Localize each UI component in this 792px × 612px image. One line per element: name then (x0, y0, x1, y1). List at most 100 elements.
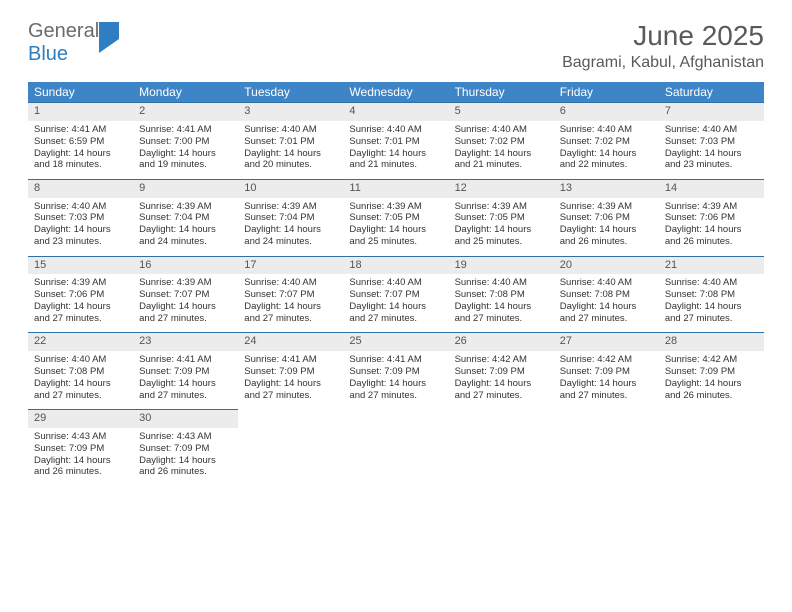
calendar-day-cell: 3Sunrise: 4:40 AMSunset: 7:01 PMDaylight… (238, 102, 343, 179)
calendar-week-row: 8Sunrise: 4:40 AMSunset: 7:03 PMDaylight… (28, 179, 764, 256)
daylight-line: Daylight: 14 hours (665, 148, 758, 160)
sunset-line: Sunset: 7:07 PM (244, 289, 337, 301)
calendar-day-cell: 5Sunrise: 4:40 AMSunset: 7:02 PMDaylight… (449, 102, 554, 179)
calendar-day-cell: 12Sunrise: 4:39 AMSunset: 7:05 PMDayligh… (449, 179, 554, 256)
calendar-day-cell: 9Sunrise: 4:39 AMSunset: 7:04 PMDaylight… (133, 179, 238, 256)
daylight-line: Daylight: 14 hours (139, 378, 232, 390)
day-number: 27 (554, 332, 659, 351)
day-body: Sunrise: 4:41 AMSunset: 7:09 PMDaylight:… (133, 351, 238, 409)
logo: General Blue (28, 20, 119, 66)
calendar-week-row: 1Sunrise: 4:41 AMSunset: 6:59 PMDaylight… (28, 102, 764, 179)
weekday-header: Sunday (28, 82, 133, 102)
daylight-line: Daylight: 14 hours (560, 301, 653, 313)
daylight-line: and 27 minutes. (560, 390, 653, 402)
sunrise-line: Sunrise: 4:40 AM (34, 201, 127, 213)
daylight-line: Daylight: 14 hours (244, 301, 337, 313)
daylight-line: and 27 minutes. (244, 390, 337, 402)
calendar-day-cell: 21Sunrise: 4:40 AMSunset: 7:08 PMDayligh… (659, 256, 764, 333)
weekday-header-row: Sunday Monday Tuesday Wednesday Thursday… (28, 82, 764, 102)
daylight-line: Daylight: 14 hours (139, 224, 232, 236)
daylight-line: Daylight: 14 hours (665, 301, 758, 313)
day-body: Sunrise: 4:39 AMSunset: 7:04 PMDaylight:… (133, 198, 238, 256)
daylight-line: Daylight: 14 hours (34, 301, 127, 313)
daylight-line: Daylight: 14 hours (455, 301, 548, 313)
daylight-line: Daylight: 14 hours (560, 224, 653, 236)
calendar-day-cell: 22Sunrise: 4:40 AMSunset: 7:08 PMDayligh… (28, 332, 133, 409)
day-number: 5 (449, 102, 554, 121)
daylight-line: Daylight: 14 hours (455, 148, 548, 160)
calendar-day-cell: 15Sunrise: 4:39 AMSunset: 7:06 PMDayligh… (28, 256, 133, 333)
sunset-line: Sunset: 7:09 PM (455, 366, 548, 378)
sunrise-line: Sunrise: 4:40 AM (244, 124, 337, 136)
day-number: 11 (343, 179, 448, 198)
sunset-line: Sunset: 7:03 PM (34, 212, 127, 224)
day-body: Sunrise: 4:40 AMSunset: 7:08 PMDaylight:… (449, 274, 554, 332)
day-body: Sunrise: 4:40 AMSunset: 7:03 PMDaylight:… (28, 198, 133, 256)
daylight-line: Daylight: 14 hours (34, 455, 127, 467)
sunrise-line: Sunrise: 4:40 AM (349, 124, 442, 136)
sunrise-line: Sunrise: 4:41 AM (244, 354, 337, 366)
sunrise-line: Sunrise: 4:41 AM (34, 124, 127, 136)
daylight-line: Daylight: 14 hours (560, 148, 653, 160)
header: General Blue June 2025 Bagrami, Kabul, A… (28, 20, 764, 72)
logo-text: General Blue (28, 20, 119, 66)
daylight-line: Daylight: 14 hours (34, 148, 127, 160)
daylight-line: Daylight: 14 hours (244, 224, 337, 236)
sunset-line: Sunset: 7:08 PM (455, 289, 548, 301)
sunrise-line: Sunrise: 4:39 AM (349, 201, 442, 213)
sunset-line: Sunset: 7:06 PM (34, 289, 127, 301)
sunrise-line: Sunrise: 4:40 AM (665, 124, 758, 136)
calendar-day-cell: 24Sunrise: 4:41 AMSunset: 7:09 PMDayligh… (238, 332, 343, 409)
daylight-line: and 26 minutes. (34, 466, 127, 478)
daylight-line: and 27 minutes. (665, 313, 758, 325)
calendar-day-cell: 19Sunrise: 4:40 AMSunset: 7:08 PMDayligh… (449, 256, 554, 333)
day-body: Sunrise: 4:39 AMSunset: 7:05 PMDaylight:… (343, 198, 448, 256)
calendar-day-cell: 14Sunrise: 4:39 AMSunset: 7:06 PMDayligh… (659, 179, 764, 256)
sunset-line: Sunset: 7:09 PM (139, 366, 232, 378)
day-number: 1 (28, 102, 133, 121)
day-body: Sunrise: 4:43 AMSunset: 7:09 PMDaylight:… (28, 428, 133, 486)
sunrise-line: Sunrise: 4:41 AM (349, 354, 442, 366)
calendar-day-cell (554, 409, 659, 486)
day-number: 14 (659, 179, 764, 198)
day-body: Sunrise: 4:40 AMSunset: 7:07 PMDaylight:… (343, 274, 448, 332)
logo-word-1: General (28, 20, 99, 42)
daylight-line: Daylight: 14 hours (139, 455, 232, 467)
daylight-line: and 27 minutes. (349, 313, 442, 325)
daylight-line: and 26 minutes. (665, 236, 758, 248)
calendar-day-cell: 6Sunrise: 4:40 AMSunset: 7:02 PMDaylight… (554, 102, 659, 179)
day-body: Sunrise: 4:42 AMSunset: 7:09 PMDaylight:… (554, 351, 659, 409)
weekday-header: Monday (133, 82, 238, 102)
day-number: 9 (133, 179, 238, 198)
day-number: 18 (343, 256, 448, 275)
day-number: 21 (659, 256, 764, 275)
calendar-day-cell: 11Sunrise: 4:39 AMSunset: 7:05 PMDayligh… (343, 179, 448, 256)
day-number: 25 (343, 332, 448, 351)
calendar-day-cell: 4Sunrise: 4:40 AMSunset: 7:01 PMDaylight… (343, 102, 448, 179)
sunrise-line: Sunrise: 4:39 AM (244, 201, 337, 213)
day-number: 4 (343, 102, 448, 121)
daylight-line: and 27 minutes. (349, 390, 442, 402)
daylight-line: Daylight: 14 hours (560, 378, 653, 390)
calendar-day-cell: 27Sunrise: 4:42 AMSunset: 7:09 PMDayligh… (554, 332, 659, 409)
day-body: Sunrise: 4:41 AMSunset: 6:59 PMDaylight:… (28, 121, 133, 179)
day-number: 6 (554, 102, 659, 121)
sunset-line: Sunset: 7:09 PM (244, 366, 337, 378)
day-body: Sunrise: 4:39 AMSunset: 7:06 PMDaylight:… (554, 198, 659, 256)
sunset-line: Sunset: 7:07 PM (349, 289, 442, 301)
day-number: 17 (238, 256, 343, 275)
day-body: Sunrise: 4:39 AMSunset: 7:06 PMDaylight:… (659, 198, 764, 256)
day-number: 2 (133, 102, 238, 121)
sunset-line: Sunset: 7:02 PM (560, 136, 653, 148)
day-number: 20 (554, 256, 659, 275)
daylight-line: and 27 minutes. (455, 313, 548, 325)
calendar-week-row: 29Sunrise: 4:43 AMSunset: 7:09 PMDayligh… (28, 409, 764, 486)
sunset-line: Sunset: 7:02 PM (455, 136, 548, 148)
daylight-line: and 18 minutes. (34, 159, 127, 171)
sunset-line: Sunset: 7:01 PM (244, 136, 337, 148)
sunrise-line: Sunrise: 4:39 AM (560, 201, 653, 213)
day-number: 22 (28, 332, 133, 351)
day-number: 24 (238, 332, 343, 351)
calendar-day-cell: 20Sunrise: 4:40 AMSunset: 7:08 PMDayligh… (554, 256, 659, 333)
sunset-line: Sunset: 7:04 PM (244, 212, 337, 224)
